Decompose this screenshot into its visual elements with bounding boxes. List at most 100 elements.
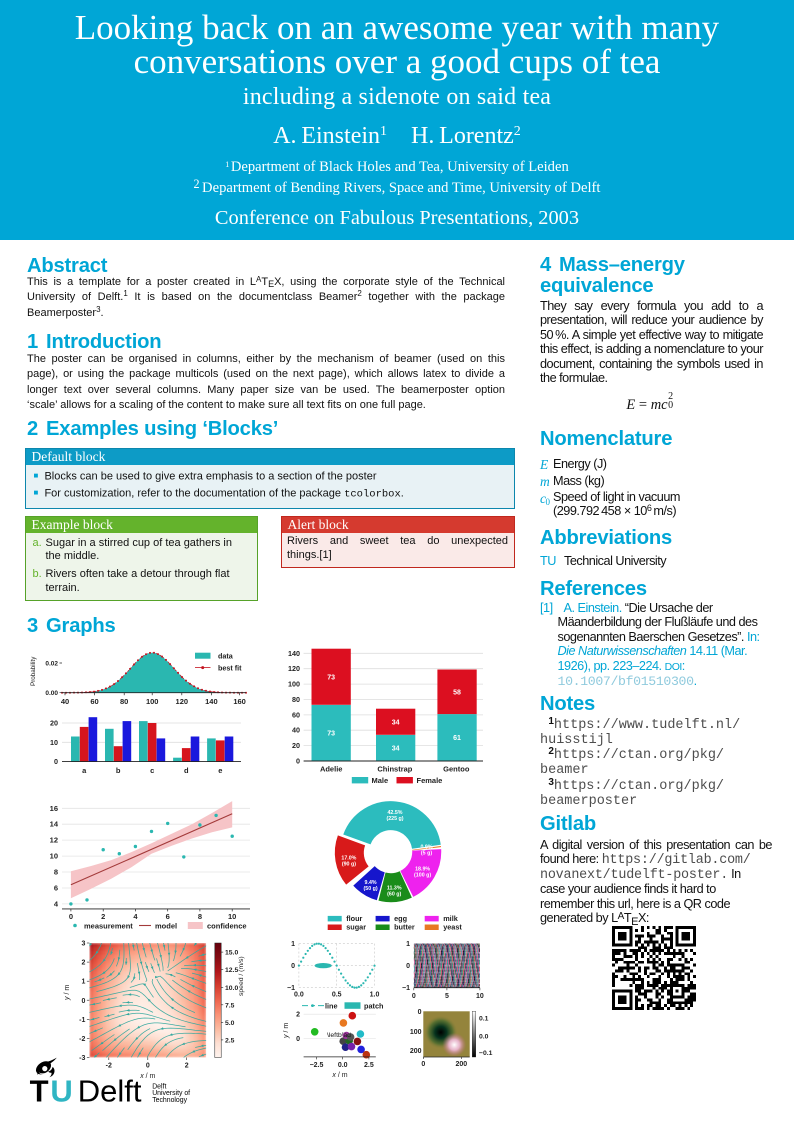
svg-text:16: 16 <box>50 804 58 813</box>
svg-text:0.00: 0.00 <box>45 690 58 697</box>
svg-text:2: 2 <box>81 960 85 967</box>
svg-text:6: 6 <box>166 912 170 921</box>
svg-text:patch: patch <box>364 1002 383 1011</box>
svg-text:−2.5: −2.5 <box>310 1062 324 1069</box>
svg-text:42.5%: 42.5% <box>387 810 402 816</box>
svg-text:a: a <box>82 766 87 775</box>
svg-text:1: 1 <box>291 941 295 948</box>
svg-text:0: 0 <box>296 1036 300 1043</box>
svg-text:0: 0 <box>146 1063 150 1070</box>
svg-text:(225 g): (225 g) <box>386 816 403 822</box>
svg-text:0.9%: 0.9% <box>420 844 432 850</box>
svg-text:0.0: 0.0 <box>479 1034 489 1041</box>
svg-text:73: 73 <box>327 730 335 737</box>
svg-text:12.5: 12.5 <box>225 967 238 974</box>
svg-text:160: 160 <box>233 697 246 706</box>
svg-text:20: 20 <box>50 719 58 728</box>
svg-text:0.5: 0.5 <box>332 992 342 999</box>
svg-text:40: 40 <box>61 697 69 706</box>
svg-text:(60 g): (60 g) <box>387 892 401 898</box>
svg-text:9.4%: 9.4% <box>365 880 377 886</box>
svg-text:Delft: Delft <box>78 1074 142 1108</box>
svg-text:e: e <box>218 766 222 775</box>
svg-text:120: 120 <box>176 697 189 706</box>
svg-text:egg: egg <box>394 914 407 923</box>
svg-text:4: 4 <box>133 912 138 921</box>
svg-text:0: 0 <box>412 993 416 999</box>
svg-text:Chinstrap: Chinstrap <box>377 765 412 774</box>
svg-text:y / m: y / m <box>64 985 71 1001</box>
svg-text:Probability: Probability <box>30 656 37 686</box>
svg-text:73: 73 <box>327 674 335 681</box>
svg-text:x / m: x / m <box>331 1072 347 1079</box>
svg-text:\leftbʳad: \leftbʳad <box>327 1032 351 1039</box>
svg-text:18.9%: 18.9% <box>415 866 430 872</box>
svg-text:y / m: y / m <box>283 1023 290 1039</box>
svg-text:-1: -1 <box>79 1017 85 1024</box>
svg-text:0.0: 0.0 <box>338 1062 348 1069</box>
svg-text:61: 61 <box>453 735 461 742</box>
svg-text:34: 34 <box>392 745 400 752</box>
svg-text:yeast: yeast <box>443 923 462 932</box>
svg-text:model: model <box>155 922 177 931</box>
svg-text:Male: Male <box>372 776 389 785</box>
svg-text:12: 12 <box>50 836 58 845</box>
svg-text:x / m: x / m <box>139 1073 155 1080</box>
svg-text:c: c <box>150 766 154 775</box>
svg-text:2.5: 2.5 <box>225 1037 235 1044</box>
svg-text:6: 6 <box>54 884 58 893</box>
svg-text:flour: flour <box>346 914 362 923</box>
svg-text:0: 0 <box>69 912 73 921</box>
svg-text:0.0: 0.0 <box>294 992 304 999</box>
svg-text:40: 40 <box>292 726 300 735</box>
svg-text:University of: University of <box>152 1090 190 1097</box>
svg-text:Adelie: Adelie <box>320 765 343 774</box>
svg-text:1.0: 1.0 <box>370 992 380 999</box>
svg-text:10: 10 <box>50 738 58 747</box>
svg-text:Technology: Technology <box>152 1097 187 1104</box>
svg-text:-3: -3 <box>79 1055 85 1062</box>
svg-text:milk: milk <box>443 914 459 923</box>
svg-text:60: 60 <box>292 710 300 719</box>
svg-text:d: d <box>184 766 189 775</box>
svg-text:3: 3 <box>81 941 85 948</box>
svg-text:measurement: measurement <box>84 922 133 931</box>
svg-text:14: 14 <box>50 820 59 829</box>
svg-text:11.3%: 11.3% <box>387 886 402 892</box>
svg-text:confidence: confidence <box>207 922 247 931</box>
svg-text:−1: −1 <box>402 985 410 992</box>
svg-text:140: 140 <box>205 697 218 706</box>
svg-text:butter: butter <box>394 923 415 932</box>
svg-text:data: data <box>218 652 234 661</box>
svg-text:0: 0 <box>406 963 410 970</box>
svg-text:best fit: best fit <box>218 664 242 673</box>
svg-text:(50 g): (50 g) <box>364 886 378 892</box>
svg-text:U: U <box>50 1074 72 1108</box>
svg-text:2.5: 2.5 <box>364 1062 374 1069</box>
svg-text:-2: -2 <box>106 1063 112 1070</box>
svg-text:Female: Female <box>417 776 443 785</box>
svg-text:34: 34 <box>392 719 400 726</box>
svg-text:200: 200 <box>455 1061 467 1068</box>
svg-text:8: 8 <box>198 912 202 921</box>
svg-text:0: 0 <box>418 1009 422 1016</box>
svg-text:60: 60 <box>90 697 98 706</box>
svg-text:2: 2 <box>185 1063 189 1070</box>
svg-text:4: 4 <box>54 899 59 908</box>
svg-text:2: 2 <box>101 912 105 921</box>
svg-text:0: 0 <box>421 1061 425 1068</box>
svg-text:10.0: 10.0 <box>225 985 238 992</box>
svg-text:100: 100 <box>410 1029 422 1036</box>
svg-text:(100 g): (100 g) <box>414 872 431 878</box>
svg-text:0: 0 <box>296 757 300 766</box>
svg-text:−1: −1 <box>287 985 295 992</box>
svg-text:100: 100 <box>288 680 300 689</box>
svg-text:58: 58 <box>453 689 461 696</box>
svg-text:20: 20 <box>292 741 300 750</box>
svg-text:80: 80 <box>120 697 128 706</box>
svg-text:Delft: Delft <box>152 1084 166 1091</box>
svg-text:0: 0 <box>291 963 295 970</box>
svg-text:10: 10 <box>50 852 58 861</box>
svg-text:80: 80 <box>292 695 300 704</box>
svg-text:b: b <box>116 766 121 775</box>
